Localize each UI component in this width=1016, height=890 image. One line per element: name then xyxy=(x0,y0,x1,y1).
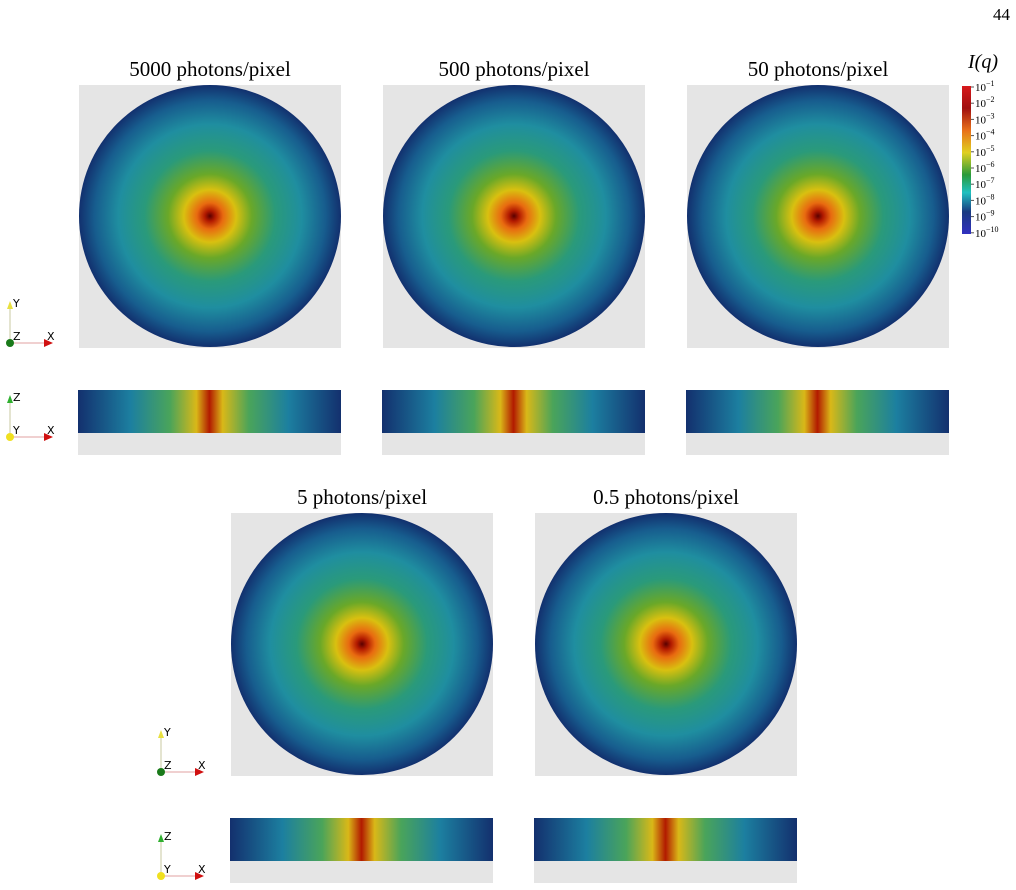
side-view xyxy=(534,818,797,861)
triad-label: Z xyxy=(164,830,172,843)
tick-base: 10 xyxy=(975,131,987,143)
tick-exponent: −3 xyxy=(986,111,995,120)
tick-base: 10 xyxy=(975,195,987,207)
tick-exponent: −7 xyxy=(986,176,995,185)
tick-base: 10 xyxy=(975,212,987,224)
diffraction-disk xyxy=(687,85,949,347)
page-number: 44 xyxy=(993,5,1011,24)
tick-exponent: −9 xyxy=(986,209,995,218)
diffraction-disk xyxy=(383,85,645,347)
triad-origin xyxy=(6,433,14,441)
tick-base: 10 xyxy=(975,114,987,126)
tick-base: 10 xyxy=(975,163,987,175)
triad-label: Y xyxy=(163,863,171,876)
colorbar-label: I(q) xyxy=(967,51,998,73)
triad-right-arrow xyxy=(44,433,53,441)
diffraction-disk xyxy=(535,513,797,775)
panel-title: 50 photons/pixel xyxy=(748,57,889,81)
tick-base: 10 xyxy=(975,82,987,94)
triad-up-arrow xyxy=(7,395,13,403)
side-view xyxy=(382,390,645,433)
triad-label: X xyxy=(47,330,55,343)
colorbar-tick-label: 10−3 xyxy=(975,111,995,126)
triad-origin xyxy=(157,768,165,776)
colorbar-tick-label: 10−1 xyxy=(975,79,995,94)
triad-label: X xyxy=(198,759,206,772)
tick-exponent: −10 xyxy=(986,225,999,234)
colorbar xyxy=(962,86,971,234)
panel-title: 5000 photons/pixel xyxy=(129,57,291,81)
diffraction-disk xyxy=(231,513,493,775)
triad-right-arrow xyxy=(44,339,53,347)
tick-base: 10 xyxy=(975,179,987,191)
tick-exponent: −6 xyxy=(986,160,995,169)
panel-title: 500 photons/pixel xyxy=(438,57,589,81)
panel-title: 5 photons/pixel xyxy=(297,485,427,509)
tick-exponent: −5 xyxy=(986,144,995,153)
colorbar-tick-label: 10−6 xyxy=(975,160,995,175)
triad-up-arrow xyxy=(158,834,164,842)
colorbar-tick-label: 10−7 xyxy=(975,176,995,191)
tick-exponent: −2 xyxy=(986,95,995,104)
triad-label: Y xyxy=(12,424,20,437)
tick-exponent: −1 xyxy=(986,79,995,88)
triad-label: Y xyxy=(163,726,171,739)
triad-label: Z xyxy=(13,330,21,343)
triad-up-arrow xyxy=(158,730,164,738)
triad-origin xyxy=(157,872,165,880)
side-view xyxy=(230,818,493,861)
tick-base: 10 xyxy=(975,98,987,110)
colorbar-tick-label: 10−5 xyxy=(975,144,995,159)
side-view xyxy=(78,390,341,433)
triad-origin xyxy=(6,339,14,347)
tick-base: 10 xyxy=(975,228,987,240)
panel-title: 0.5 photons/pixel xyxy=(593,485,739,509)
tick-base: 10 xyxy=(975,147,987,159)
tick-exponent: −8 xyxy=(986,192,995,201)
triad-right-arrow xyxy=(195,872,204,880)
triad-label: Y xyxy=(12,297,20,310)
triad-label: Z xyxy=(164,759,172,772)
triad-right-arrow xyxy=(195,768,204,776)
tick-exponent: −4 xyxy=(986,128,995,137)
triad-up-arrow xyxy=(7,301,13,309)
colorbar-tick-label: 10−4 xyxy=(975,128,995,143)
triad-label: X xyxy=(47,424,55,437)
colorbar-tick-label: 10−2 xyxy=(975,95,995,110)
triad-label: Z xyxy=(13,391,21,404)
side-view xyxy=(686,390,949,433)
colorbar-tick-label: 10−8 xyxy=(975,192,995,207)
triad-label: X xyxy=(198,863,206,876)
colorbar-tick-label: 10−9 xyxy=(975,209,995,224)
diffraction-disk xyxy=(79,85,341,347)
colorbar-tick-label: 10−10 xyxy=(975,225,999,240)
